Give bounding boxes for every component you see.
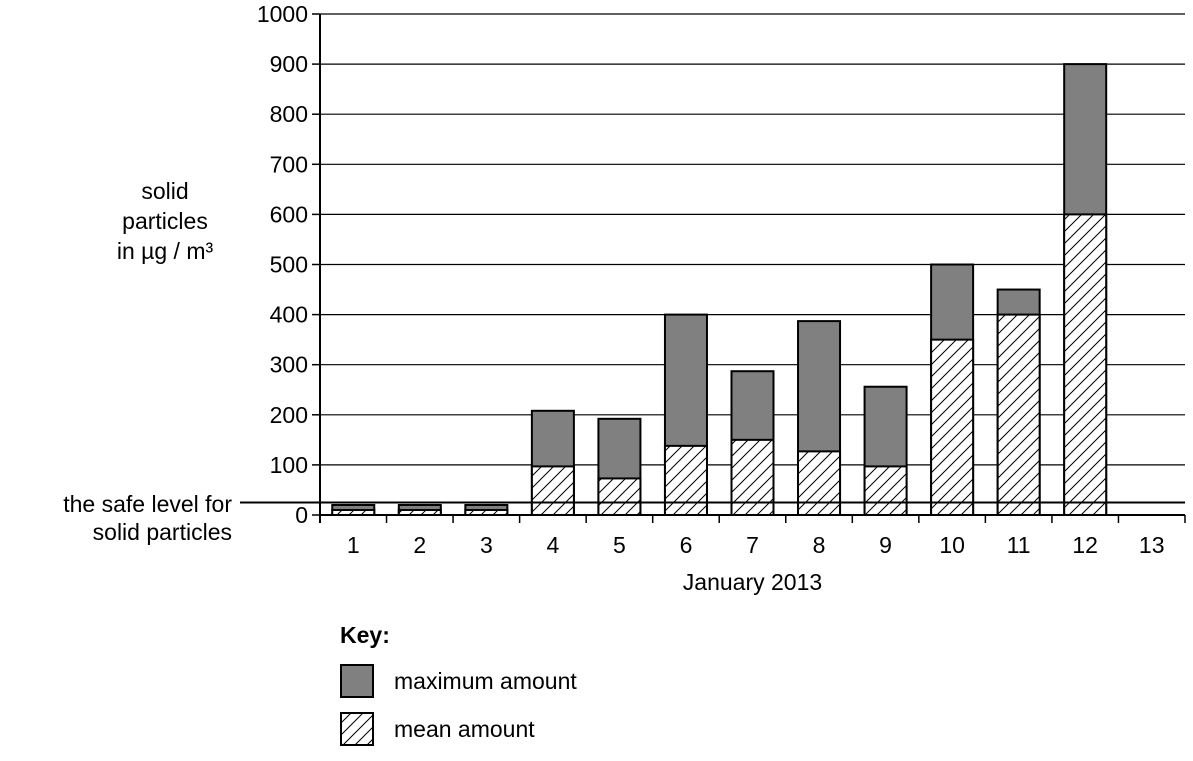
gridlines bbox=[320, 13, 1185, 466]
legend: Key: maximum amount mean amount bbox=[340, 622, 577, 761]
x-tick-label-6: 6 bbox=[680, 532, 693, 558]
bar-mean-9 bbox=[863, 465, 908, 517]
legend-item-max: maximum amount bbox=[340, 664, 577, 698]
y-tick-label-200: 200 bbox=[270, 402, 308, 428]
bar-mean-7 bbox=[730, 438, 775, 517]
bars bbox=[331, 63, 1108, 517]
x-tick-label-3: 3 bbox=[480, 532, 493, 558]
bar-mean-12 bbox=[1063, 213, 1108, 516]
legend-swatch-max bbox=[340, 664, 374, 698]
y-tick-label-800: 800 bbox=[270, 101, 308, 127]
y-tick-label-300: 300 bbox=[270, 352, 308, 378]
x-tick-label-1: 1 bbox=[347, 532, 360, 558]
x-tick-label-7: 7 bbox=[746, 532, 759, 558]
y-tick-label-1000: 1000 bbox=[257, 1, 308, 27]
x-tick-label-13: 13 bbox=[1139, 532, 1165, 558]
y-axis-label-line-3: in µg / m³ bbox=[116, 238, 214, 264]
x-axis-label: January 2013 bbox=[683, 569, 822, 595]
y-axis-label: solid particles in µg / m³ bbox=[90, 176, 240, 266]
x-tick-label-12: 12 bbox=[1072, 532, 1098, 558]
y-axis-label-line-1: solid bbox=[141, 178, 189, 204]
y-tick-label-100: 100 bbox=[270, 452, 308, 478]
x-tick-label-4: 4 bbox=[546, 532, 559, 558]
safe-level-label-line-2: solid particles bbox=[92, 519, 232, 545]
safe-level-label-line-1: the safe level for bbox=[63, 491, 232, 517]
y-tick-label-700: 700 bbox=[270, 151, 308, 177]
y-tick-label-900: 900 bbox=[270, 51, 308, 77]
legend-swatch-mean bbox=[340, 712, 374, 746]
y-tick-label-400: 400 bbox=[270, 302, 308, 328]
x-tick-label-11: 11 bbox=[1007, 532, 1031, 558]
bar-mean-5 bbox=[597, 477, 642, 516]
legend-item-mean: mean amount bbox=[340, 712, 577, 746]
x-tick-label-10: 10 bbox=[939, 532, 965, 558]
x-tick-label-5: 5 bbox=[613, 532, 626, 558]
bar-mean-8 bbox=[797, 450, 842, 516]
legend-title: Key: bbox=[340, 622, 390, 648]
y-tick-label-600: 600 bbox=[270, 201, 308, 227]
safe-level-label: the safe level for solid particles bbox=[0, 490, 232, 546]
x-tick-label-2: 2 bbox=[413, 532, 426, 558]
x-tick-label-9: 9 bbox=[879, 532, 892, 558]
bar-mean-11 bbox=[996, 313, 1041, 516]
x-tick-label-8: 8 bbox=[813, 532, 826, 558]
y-tick-label-0: 0 bbox=[295, 502, 308, 528]
bar-mean-10 bbox=[930, 338, 975, 516]
bar-mean-4 bbox=[530, 465, 575, 517]
y-axis-label-line-2: particles bbox=[122, 208, 208, 234]
legend-label-max: maximum amount bbox=[394, 667, 577, 694]
bar-mean-6 bbox=[663, 444, 708, 516]
legend-label-mean: mean amount bbox=[394, 715, 535, 742]
y-tick-label-500: 500 bbox=[270, 252, 308, 278]
